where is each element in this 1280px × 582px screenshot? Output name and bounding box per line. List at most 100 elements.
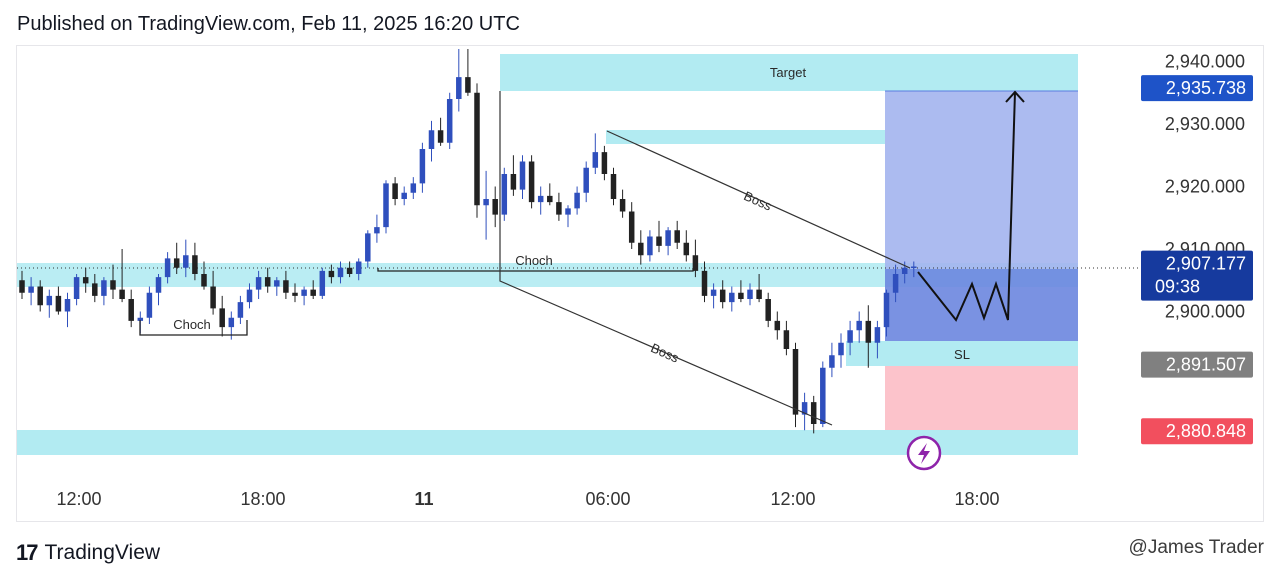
candle-body [183, 255, 189, 268]
candle-body [419, 149, 426, 184]
candle-body [383, 183, 389, 228]
candle-body [901, 267, 908, 274]
candle-body [201, 274, 207, 287]
candle-body [128, 299, 134, 321]
projection-arrowhead [1005, 90, 1025, 103]
candle-body [692, 255, 699, 271]
candle-body [246, 289, 253, 303]
brand-name: TradingView [44, 541, 161, 564]
candle-body [164, 258, 171, 278]
lightning-bolt-icon [918, 443, 930, 464]
stop-box [885, 366, 1078, 430]
candle-body [119, 289, 125, 299]
price-tags-layer: 2,935.738 2,907.177 09:38 2,891.507 2,880.84… [1141, 75, 1253, 445]
choch-label-center: Choch [515, 253, 553, 268]
candle-body [37, 286, 43, 306]
publish-header: Published on TradingView.com, Feb 11, 20… [17, 13, 520, 35]
target-box [885, 91, 1078, 269]
candle-body [437, 130, 444, 143]
candle-body [601, 152, 608, 174]
candle-body [783, 330, 790, 349]
price-tag-label-target: 2,935.738 [1166, 78, 1246, 98]
candle-body [337, 267, 344, 278]
candle-body [46, 295, 53, 306]
candle-body [55, 295, 62, 312]
choch-line-center [377, 268, 694, 272]
candle-body [638, 242, 644, 256]
boss-line-lower [499, 91, 833, 426]
candle-body [820, 367, 826, 424]
time-tick-label: 18:00 [954, 489, 999, 509]
candle-body [665, 230, 671, 246]
candle-body [647, 236, 653, 256]
candle-body [64, 299, 71, 312]
sl-label: SL [954, 347, 970, 362]
sl-zone [846, 341, 1078, 366]
price-tick-label: 2,900.000 [1165, 302, 1245, 322]
candle-body [465, 77, 471, 93]
zones-layer [17, 54, 1150, 455]
candle-body [474, 92, 480, 206]
candle-body [810, 402, 817, 424]
candle-body [719, 289, 726, 303]
price-tag-sl [1141, 351, 1253, 378]
candle-body [292, 292, 298, 296]
price-tag-target [1141, 75, 1253, 102]
author-watermark: @James Trader [1129, 537, 1264, 559]
candle-body [747, 289, 753, 299]
price-tick-label: 2,930.000 [1165, 114, 1245, 134]
candle-body [283, 280, 289, 293]
candle-body [911, 266, 917, 268]
choch-label-left: Choch [173, 317, 211, 332]
boss-label-lower: Boss [649, 340, 682, 366]
candle-body [319, 270, 326, 296]
candle-body [19, 280, 25, 293]
candle-body [237, 302, 244, 318]
candle-body [501, 174, 508, 215]
price-axis-layer: 2,940.0002,930.0002,920.0002,910.0002,90… [1165, 52, 1245, 322]
candle-body [738, 292, 744, 299]
candle-body [210, 286, 216, 309]
candle-body [274, 280, 280, 287]
price-tick-label: 2,920.000 [1165, 177, 1245, 197]
candle-body [137, 317, 144, 321]
price-tag-label-stop: 2,880.848 [1166, 421, 1246, 441]
candle-body [528, 161, 535, 203]
candle-body [456, 77, 462, 99]
time-tick-label: 11 [414, 489, 433, 509]
drawings-layer: Target Choch Choch Boss Boss SL [139, 65, 1025, 471]
candle-body [683, 242, 690, 256]
candle-body [729, 292, 735, 303]
candle-body [565, 208, 571, 215]
candle-body [92, 283, 98, 296]
candle-body [82, 277, 89, 284]
candle-body [619, 199, 626, 212]
candle-body [264, 277, 271, 287]
candle-body [492, 199, 498, 215]
candle-body [792, 349, 799, 415]
candle-body [829, 355, 835, 368]
time-axis-layer: 12:00 18:00 11 06:00 12:00 18:00 [56, 489, 999, 509]
candle-body [365, 233, 371, 262]
watermark-text: @James Trader [1128, 537, 1264, 558]
candle-body [346, 267, 353, 274]
candle-body [110, 280, 116, 290]
candle-body [701, 270, 708, 296]
price-tag-last [1141, 250, 1253, 301]
candle-body [401, 192, 407, 199]
entry-box [885, 269, 1078, 341]
candle-body [519, 161, 526, 190]
candle-body [483, 199, 489, 206]
candle-body [410, 183, 417, 193]
price-tag-label-last: 2,907.177 [1166, 254, 1246, 274]
tradingview-logo[interactable]: 17 TradingView [16, 540, 160, 566]
candle-body [146, 292, 153, 318]
candle-body [883, 292, 890, 328]
target-label: Target [770, 65, 807, 80]
boss-label-upper: Boss [742, 188, 775, 214]
bottom-zone [17, 430, 1078, 455]
candle-body [765, 299, 771, 321]
candle-body [73, 277, 80, 299]
candle-body [774, 320, 781, 331]
